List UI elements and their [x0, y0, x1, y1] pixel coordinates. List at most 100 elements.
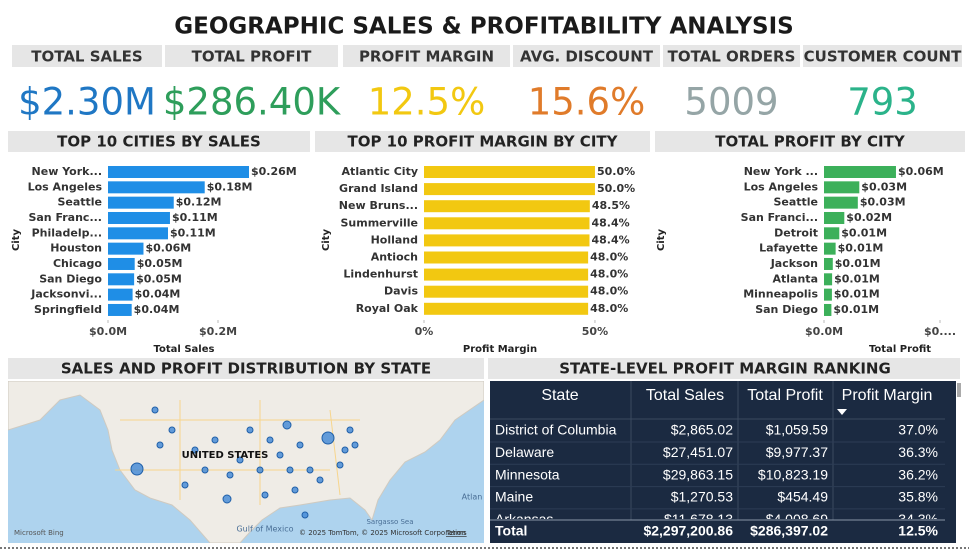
category-label: Holland: [371, 233, 418, 246]
x-axis-title: Total Profit: [869, 344, 931, 355]
table-body: District of Columbia $2,865.02 $1,059.59 37…: [490, 422, 945, 527]
bar: [424, 183, 595, 196]
data-label: 50.0%: [597, 182, 635, 195]
kpi-label-strip: [12, 45, 162, 67]
data-label: $0.01M: [841, 226, 887, 239]
y-axis-title: City: [656, 228, 667, 251]
scrollbar[interactable]: [957, 383, 961, 397]
chart-title: TOTAL PROFIT BY CITY: [715, 133, 906, 151]
table-cell: District of Columbia: [495, 422, 617, 438]
table-cell: $2,865.02: [671, 422, 733, 438]
data-label: 50.0%: [597, 165, 635, 178]
bar: [824, 196, 858, 209]
bar: [108, 166, 250, 178]
data-label: $0.12M: [176, 196, 222, 209]
chart-title-strip: [655, 131, 965, 152]
bar: [424, 166, 595, 178]
map-land: [8, 381, 484, 543]
column-header[interactable]: State: [541, 387, 578, 404]
bar: [824, 273, 833, 286]
category-label: San Diego: [755, 303, 818, 316]
category-label: New York...: [32, 165, 102, 178]
table-cell: 37.0%: [898, 422, 938, 438]
category-label: Seattle: [57, 196, 102, 209]
table-cell: $1,059.59: [766, 422, 828, 438]
data-label: $0.01M: [834, 288, 880, 301]
bar: [108, 181, 205, 194]
data-label: $0.01M: [834, 272, 880, 285]
kpi-label-strip: [165, 45, 338, 67]
category-label: Davis: [384, 285, 418, 298]
bar: [824, 257, 833, 270]
kpi-label-strip: [343, 45, 510, 67]
bar: [824, 288, 832, 301]
sort-indicator: [837, 409, 847, 415]
total-cell: Total: [495, 523, 527, 539]
category-label: Antioch: [371, 251, 418, 264]
data-label: $0.04M: [134, 303, 180, 316]
kpi-label: TOTAL SALES: [31, 48, 142, 66]
map-road: [115, 400, 360, 505]
map-terms[interactable]: Terms: [445, 529, 467, 537]
bar: [108, 227, 168, 240]
table-cell: Minnesota: [495, 466, 560, 482]
chart-title: TOP 10 PROFIT MARGIN BY CITY: [347, 133, 618, 151]
map: [8, 381, 484, 543]
category-label: Jackson: [770, 257, 818, 270]
data-label: $0.11M: [170, 226, 216, 239]
kpi-label: TOTAL PROFIT: [192, 48, 313, 66]
map-bubbles: [130, 406, 359, 519]
bar: [424, 234, 590, 247]
kpi-label: AVG. DISCOUNT: [520, 48, 654, 66]
data-label: $0.18M: [207, 180, 253, 193]
table-cell: 35.8%: [898, 489, 938, 505]
data-label: 48.0%: [590, 268, 628, 281]
data-label: 48.0%: [590, 285, 628, 298]
category-label: Chicago: [53, 257, 102, 270]
category-label: Los Angeles: [744, 180, 819, 193]
data-label: $0.01M: [835, 257, 881, 270]
kpi-value: 5009: [684, 81, 778, 124]
table-background: [490, 381, 956, 543]
map-label: Gulf of Mexico: [236, 525, 293, 534]
bar: [108, 273, 135, 286]
x-axis-title: Total Sales: [154, 344, 215, 355]
column-header[interactable]: Total Profit: [747, 387, 823, 404]
data-label: $0.04M: [135, 288, 181, 301]
table-cell: $1,270.53: [671, 489, 733, 505]
total-cell: $286,397.02: [750, 523, 828, 539]
x-tick-label: $0.0M: [805, 325, 843, 338]
data-label: $0.11M: [172, 211, 218, 224]
category-label: Grand Island: [339, 182, 418, 195]
data-label: $0.05M: [137, 257, 183, 270]
category-label: Lafayette: [759, 242, 818, 255]
bar: [108, 257, 135, 270]
map-label: Atlan: [462, 493, 483, 502]
bar: [424, 217, 590, 230]
bar: [108, 242, 144, 255]
bar: [424, 285, 589, 298]
column-header[interactable]: Total Sales: [646, 387, 724, 404]
kpi-value: $286.40K: [163, 81, 342, 124]
table-cell: Maine: [495, 489, 533, 505]
category-label: Atlanta: [773, 272, 818, 285]
bar: [108, 196, 174, 209]
column-header[interactable]: Profit Margin: [842, 387, 933, 404]
section-title: STATE-LEVEL PROFIT MARGIN RANKING: [559, 360, 891, 378]
kpi-value: $2.30M: [18, 81, 156, 124]
category-label: Houston: [50, 242, 102, 255]
bar: [108, 211, 170, 224]
data-label: $0.03M: [861, 180, 907, 193]
table-cell: Delaware: [495, 444, 554, 460]
category-label: Minneapolis: [743, 288, 818, 301]
data-label: $0.05M: [136, 272, 182, 285]
dashboard-title: GEOGRAPHIC SALES & PROFITABILITY ANALYSI…: [174, 14, 793, 40]
kpi-label: CUSTOMER COUNT: [804, 48, 962, 66]
table-cell: $11,678.13: [664, 511, 733, 527]
table-cell: 36.3%: [898, 444, 938, 460]
total-cell: 12.5%: [898, 523, 938, 539]
bar: [108, 288, 133, 301]
x-tick-label: $0.0M: [89, 325, 127, 338]
table-cell: $9,977.37: [766, 444, 828, 460]
